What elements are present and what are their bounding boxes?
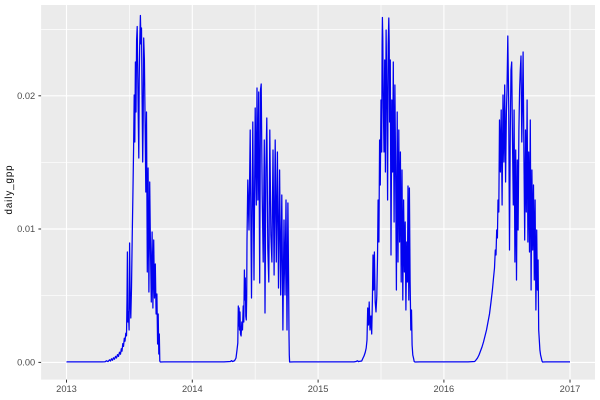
svg-text:0.02: 0.02	[17, 91, 35, 101]
svg-text:daily_gpp: daily_gpp	[4, 164, 15, 214]
svg-text:2015: 2015	[308, 384, 329, 394]
svg-text:2017: 2017	[560, 384, 581, 394]
svg-text:0.01: 0.01	[17, 224, 35, 234]
svg-text:2013: 2013	[56, 384, 77, 394]
svg-text:2016: 2016	[434, 384, 455, 394]
svg-text:0.00: 0.00	[17, 358, 35, 368]
svg-text:2014: 2014	[182, 384, 203, 394]
